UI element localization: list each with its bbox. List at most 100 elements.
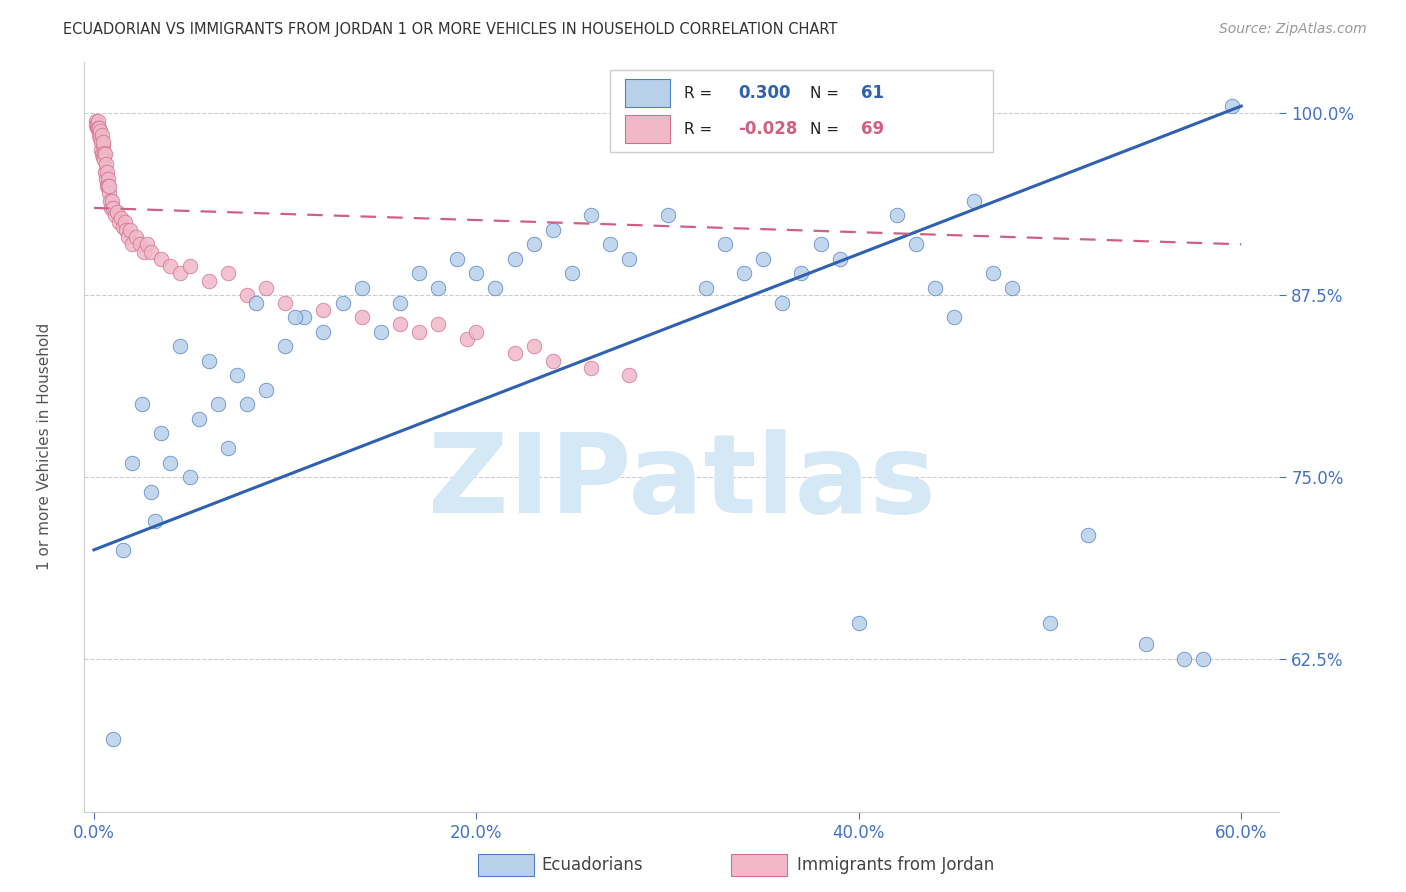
Point bbox=[245, 295, 267, 310]
Point bbox=[87, 120, 110, 135]
Text: Immigrants from Jordan: Immigrants from Jordan bbox=[797, 856, 994, 874]
Point bbox=[733, 267, 755, 281]
Point bbox=[848, 615, 870, 630]
Point bbox=[90, 136, 112, 150]
Point bbox=[828, 252, 851, 266]
Point bbox=[100, 201, 122, 215]
Text: -0.028: -0.028 bbox=[738, 120, 797, 138]
Point bbox=[143, 514, 166, 528]
Point bbox=[93, 136, 115, 150]
Point bbox=[169, 267, 191, 281]
Point bbox=[97, 186, 120, 201]
Point bbox=[1039, 615, 1062, 630]
Point bbox=[274, 295, 297, 310]
Point bbox=[97, 179, 120, 194]
Point bbox=[121, 456, 143, 470]
Point bbox=[197, 353, 219, 368]
Point bbox=[456, 332, 478, 346]
Point bbox=[169, 339, 191, 353]
Point bbox=[332, 295, 354, 310]
Point bbox=[97, 171, 120, 186]
Point bbox=[695, 281, 717, 295]
Point bbox=[159, 456, 181, 470]
Point bbox=[619, 252, 641, 266]
Point bbox=[427, 281, 450, 295]
Point bbox=[619, 368, 641, 383]
Point bbox=[90, 128, 112, 143]
Point bbox=[179, 259, 201, 273]
Text: 0.300: 0.300 bbox=[738, 84, 790, 103]
Point bbox=[388, 295, 411, 310]
Point bbox=[125, 230, 148, 244]
Point bbox=[141, 244, 163, 259]
Point bbox=[101, 194, 124, 208]
Point bbox=[388, 318, 411, 332]
Point bbox=[91, 150, 114, 164]
Point bbox=[90, 143, 112, 157]
Point bbox=[93, 153, 115, 167]
Point bbox=[274, 339, 297, 353]
Text: ECUADORIAN VS IMMIGRANTS FROM JORDAN 1 OR MORE VEHICLES IN HOUSEHOLD CORRELATION: ECUADORIAN VS IMMIGRANTS FROM JORDAN 1 O… bbox=[63, 22, 838, 37]
Text: R =: R = bbox=[685, 86, 713, 101]
Point bbox=[254, 383, 277, 397]
Point bbox=[91, 147, 114, 161]
Point bbox=[117, 230, 139, 244]
Point bbox=[541, 353, 564, 368]
Point bbox=[120, 223, 142, 237]
Text: N =: N = bbox=[810, 86, 839, 101]
Point bbox=[132, 244, 155, 259]
Point bbox=[886, 208, 908, 222]
Point bbox=[131, 397, 153, 411]
Point bbox=[1077, 528, 1099, 542]
FancyBboxPatch shape bbox=[610, 70, 993, 153]
Point bbox=[752, 252, 775, 266]
Point bbox=[207, 397, 229, 411]
Point bbox=[136, 237, 159, 252]
Point bbox=[84, 118, 107, 132]
Point bbox=[465, 267, 488, 281]
Point bbox=[84, 113, 107, 128]
Text: 69: 69 bbox=[862, 120, 884, 138]
Point bbox=[427, 318, 450, 332]
Point bbox=[217, 267, 239, 281]
Point bbox=[121, 237, 143, 252]
Point bbox=[1001, 281, 1024, 295]
Point bbox=[981, 267, 1004, 281]
Point bbox=[905, 237, 928, 252]
Point bbox=[1192, 652, 1215, 666]
Point bbox=[91, 138, 114, 153]
Point bbox=[115, 223, 138, 237]
Point bbox=[188, 412, 211, 426]
Point bbox=[110, 211, 132, 226]
Text: Ecuadorians: Ecuadorians bbox=[541, 856, 643, 874]
Point bbox=[197, 274, 219, 288]
Text: 1 or more Vehicles in Household: 1 or more Vehicles in Household bbox=[38, 322, 52, 570]
Point bbox=[714, 237, 737, 252]
Point bbox=[446, 252, 468, 266]
Point bbox=[236, 288, 259, 302]
Point bbox=[254, 281, 277, 295]
Point bbox=[962, 194, 984, 208]
Text: ZIPatlas: ZIPatlas bbox=[427, 428, 936, 535]
Point bbox=[98, 179, 121, 194]
Point bbox=[1220, 99, 1243, 113]
Point bbox=[111, 219, 134, 234]
Point bbox=[312, 302, 335, 317]
Point bbox=[408, 325, 430, 339]
Point bbox=[107, 215, 129, 229]
Point bbox=[924, 281, 946, 295]
Point bbox=[541, 223, 564, 237]
Point bbox=[943, 310, 966, 324]
Text: R =: R = bbox=[685, 121, 713, 136]
Point bbox=[561, 267, 583, 281]
Point bbox=[1135, 637, 1157, 651]
Point bbox=[96, 171, 118, 186]
Point bbox=[89, 131, 111, 145]
Point bbox=[1173, 652, 1195, 666]
Point bbox=[94, 164, 117, 178]
Point bbox=[770, 295, 793, 310]
Point bbox=[149, 252, 172, 266]
Point bbox=[104, 208, 127, 222]
Point bbox=[523, 339, 546, 353]
Point bbox=[284, 310, 307, 324]
